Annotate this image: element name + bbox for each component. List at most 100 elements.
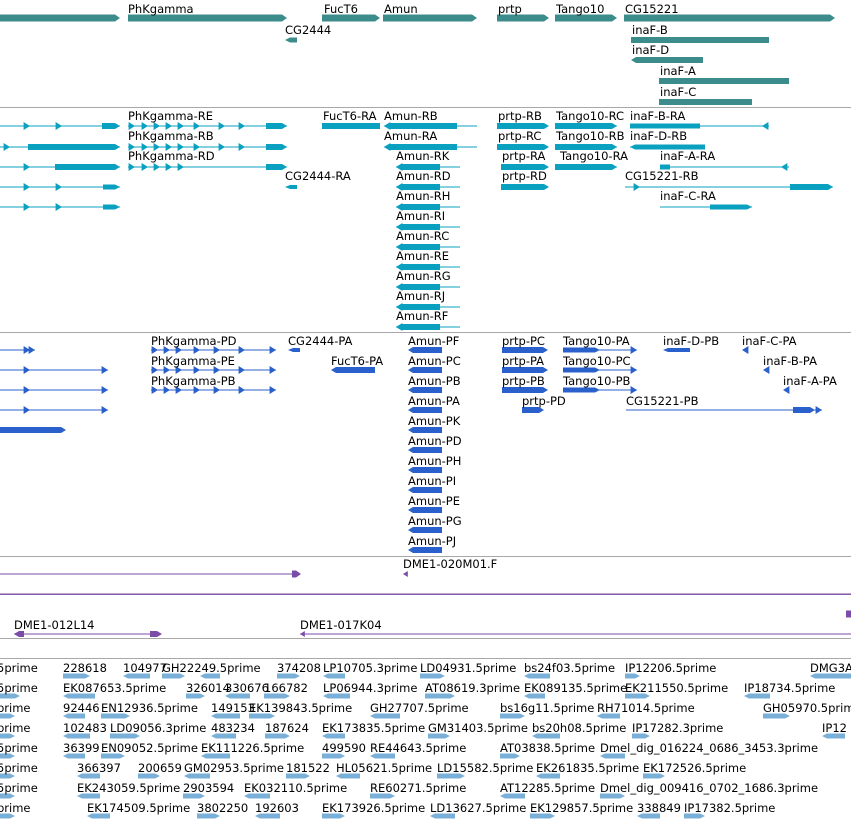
tx-phk-arrow-0-4[interactable] bbox=[177, 122, 184, 130]
transcript-prtp-3[interactable] bbox=[501, 184, 549, 190]
tx-arrow-l8[interactable] bbox=[55, 203, 62, 211]
transcript-fuct6-ra[interactable] bbox=[322, 123, 380, 129]
est-feature-0-1[interactable] bbox=[123, 673, 150, 679]
transcript-phkgamma-1-exon-0[interactable] bbox=[266, 144, 287, 150]
protein-label-prtp-pb[interactable]: prtp-PB bbox=[502, 374, 545, 388]
pt-tango-exon-0[interactable] bbox=[563, 347, 600, 353]
protein-label-prtp-pc[interactable]: prtp-PC bbox=[502, 334, 545, 348]
transcript-label-phkgamma-rb[interactable]: PhKgamma-RB bbox=[128, 129, 214, 143]
protein-label-inaf-d-pb[interactable]: inaF-D-PB bbox=[663, 334, 720, 348]
est-label-gh05970-5prime[interactable]: GH05970.5prime bbox=[763, 701, 851, 715]
gene-inaf-c[interactable] bbox=[659, 99, 752, 105]
transcript-inaf-d-rb-exon-0[interactable] bbox=[630, 144, 705, 150]
tx-arrow-l7[interactable] bbox=[23, 203, 30, 211]
est-label-330676[interactable]: 330676 bbox=[225, 681, 269, 695]
est-label-prime[interactable]: prime bbox=[0, 721, 31, 735]
protein-amun-10[interactable] bbox=[408, 547, 442, 553]
tx-amun-tip-7[interactable] bbox=[396, 263, 403, 271]
protein-left-1-tip[interactable] bbox=[101, 366, 108, 374]
transcript-label-tango10-rb[interactable]: Tango10-RB bbox=[556, 129, 625, 143]
est-label-ek129857-5prime[interactable]: EK129857.5prime bbox=[530, 801, 634, 815]
est-feature-5-8[interactable] bbox=[643, 773, 665, 779]
est-label-ek139843-5prime[interactable]: EK139843.5prime bbox=[249, 701, 353, 715]
est-feature-3-2[interactable] bbox=[110, 733, 140, 739]
est-feature-7-5[interactable] bbox=[430, 813, 455, 819]
pt-tango-exon-1[interactable] bbox=[563, 367, 600, 373]
est-feature-1-0[interactable] bbox=[0, 693, 20, 699]
est-label-5prime[interactable]: 5prime bbox=[0, 781, 38, 795]
transcript-label-amun-rh[interactable]: Amun-RH bbox=[396, 189, 451, 203]
est-label-ld04931-5prime[interactable]: LD04931.5prime bbox=[420, 661, 517, 675]
transcript-label-phkgamma-rd[interactable]: PhKgamma-RD bbox=[128, 149, 215, 163]
est-feature-0-7[interactable] bbox=[524, 673, 550, 679]
protein-label-amun-pe[interactable]: Amun-PE bbox=[408, 494, 460, 508]
gene-fuct6[interactable] bbox=[322, 14, 380, 22]
protein-label-inaf-a-pa[interactable]: inaF-A-PA bbox=[783, 374, 837, 388]
est-label-102483[interactable]: 102483 bbox=[63, 721, 107, 735]
est-feature-2-7[interactable] bbox=[597, 713, 620, 719]
est-feature-7-2[interactable] bbox=[197, 813, 220, 819]
transcript-label-amun-ri[interactable]: Amun-RI bbox=[396, 209, 446, 223]
gene-label-inaf-c[interactable]: inaF-C bbox=[660, 85, 697, 99]
est-label-36399[interactable]: 36399 bbox=[63, 741, 100, 755]
protein-amun-1[interactable] bbox=[408, 367, 442, 373]
transcript-phkgamma-0-exon-0[interactable] bbox=[266, 123, 287, 129]
pt-tango-exon-2[interactable] bbox=[563, 387, 600, 393]
est-feature-0-5[interactable] bbox=[323, 673, 345, 679]
est-label-ek243059-5prime[interactable]: EK243059.5prime bbox=[77, 781, 181, 795]
tx-phk-arrow-2-1[interactable] bbox=[141, 163, 148, 171]
est-label-at08619-3prime[interactable]: AT08619.3prime bbox=[425, 681, 521, 695]
est-feature-6-2[interactable] bbox=[183, 793, 205, 799]
tx-amun-tip-4[interactable] bbox=[396, 203, 403, 211]
clone-label-dme1-012l14[interactable]: DME1-012L14 bbox=[14, 618, 95, 632]
protein-cg15221-pb-tip[interactable] bbox=[815, 406, 822, 414]
est-label-gm31403-5prime[interactable]: GM31403.5prime bbox=[428, 721, 528, 735]
tx-inaf-a-tip[interactable] bbox=[781, 163, 788, 171]
transcript-amun-7-exon-0[interactable] bbox=[396, 264, 440, 270]
tx-cg-tip[interactable] bbox=[633, 183, 640, 191]
protein-left-2-tip[interactable] bbox=[101, 386, 108, 394]
tx-phk-arrow-0-0[interactable] bbox=[128, 122, 135, 130]
protein-label-prtp-pd[interactable]: prtp-PD bbox=[522, 394, 566, 408]
protein-label-amun-pi[interactable]: Amun-PI bbox=[408, 474, 457, 488]
est-label-ek087653-5prime[interactable]: EK087653.5prime bbox=[63, 681, 167, 695]
tx-phk-arrow-2-4[interactable] bbox=[177, 163, 184, 171]
est-feature-5-0[interactable] bbox=[0, 773, 15, 779]
pt-phk-1-0[interactable] bbox=[151, 366, 158, 374]
est-label-en09052-5prime[interactable]: EN09052.5prime bbox=[101, 741, 198, 755]
pt-cg15221-exon[interactable] bbox=[793, 407, 815, 413]
pt-phk-0-0[interactable] bbox=[151, 346, 158, 354]
est-label-re60271-5prime[interactable]: RE60271.5prime bbox=[370, 781, 467, 795]
transcript-inaf-c-ra-exon-0[interactable] bbox=[710, 204, 752, 210]
transcript-label-amun-rj[interactable]: Amun-RJ bbox=[396, 289, 446, 303]
transcript-amun-4-exon-0[interactable] bbox=[396, 204, 440, 210]
est-label-rh71014-5prime[interactable]: RH71014.5prime bbox=[597, 701, 695, 715]
est-feature-1-5[interactable] bbox=[323, 693, 350, 699]
transcript-label-inaf-b-ra[interactable]: inaF-B-RA bbox=[630, 109, 686, 123]
est-label-326014[interactable]: 326014 bbox=[186, 681, 230, 695]
est-label-2903594[interactable]: 2903594 bbox=[183, 781, 235, 795]
est-feature-5-5[interactable] bbox=[336, 773, 360, 779]
transcript-tango10-2-exon-0[interactable] bbox=[555, 164, 617, 170]
est-label-bs16g11-5prime[interactable]: bs16g11.5prime bbox=[500, 701, 595, 715]
gene-inaf-b[interactable] bbox=[631, 37, 769, 43]
pt-phk-1-3[interactable] bbox=[193, 366, 200, 374]
est-label-ek032110-5prime[interactable]: EK032110.5prime bbox=[244, 781, 348, 795]
est-label-5prime[interactable]: 5prime bbox=[0, 661, 38, 675]
transcript-prtp-0[interactable] bbox=[497, 123, 549, 129]
est-label-200659[interactable]: 200659 bbox=[138, 761, 182, 775]
transcript-label-amun-rf[interactable]: Amun-RF bbox=[396, 309, 449, 323]
protein-phkgamma-2-tip[interactable] bbox=[269, 386, 276, 394]
est-feature-1-4[interactable] bbox=[264, 693, 290, 699]
est-label-ld15582-5prime[interactable]: LD15582.5prime bbox=[437, 761, 534, 775]
transcript-amun-8-exon-0[interactable] bbox=[396, 284, 440, 290]
est-label-374208[interactable]: 374208 bbox=[277, 661, 321, 675]
est-feature-5-1[interactable] bbox=[77, 773, 100, 779]
est-label-ek261835-5prime[interactable]: EK261835.5prime bbox=[536, 761, 640, 775]
est-label-bs20h08-5prime[interactable]: bs20h08.5prime bbox=[532, 721, 627, 735]
est-feature-6-3[interactable] bbox=[244, 793, 270, 799]
tx-amun-tip-9[interactable] bbox=[396, 303, 403, 311]
clone-label-dme1-017k04[interactable]: DME1-017K04 bbox=[300, 618, 382, 632]
est-label-338849[interactable]: 338849 bbox=[637, 801, 681, 815]
est-feature-2-0[interactable] bbox=[0, 713, 15, 719]
